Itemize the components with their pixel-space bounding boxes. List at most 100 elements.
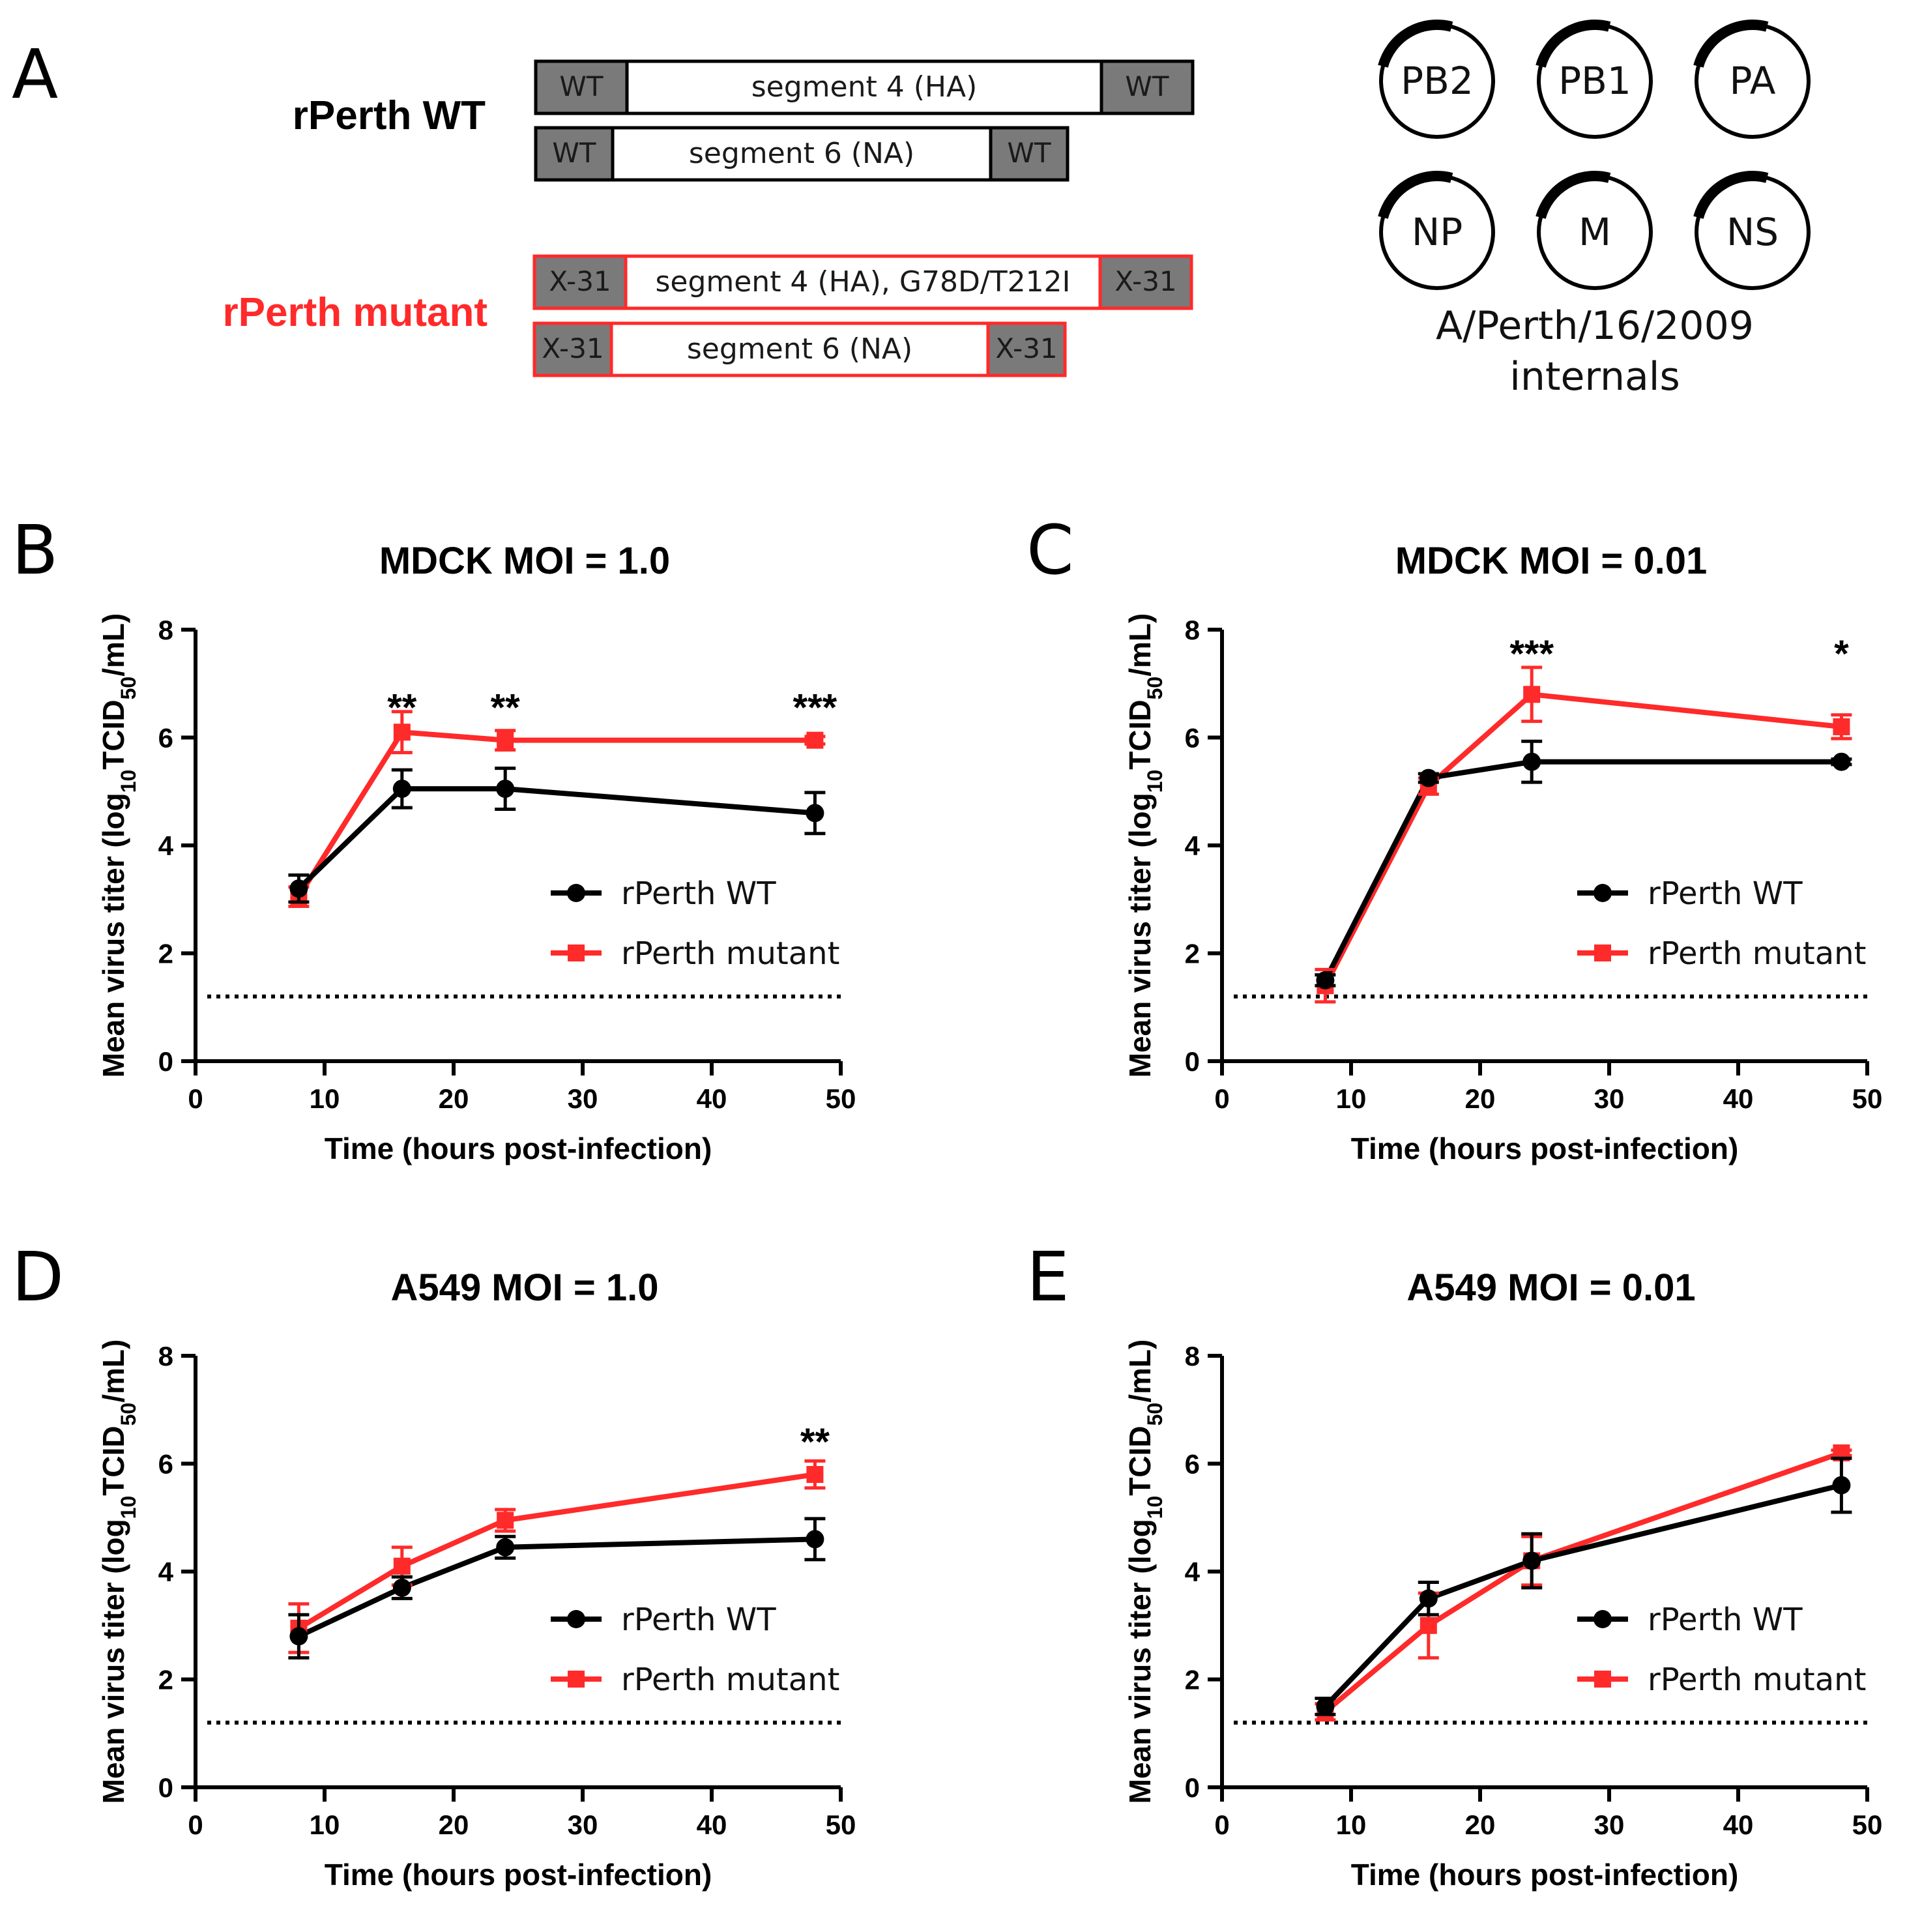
y-axis-label-part: TCID bbox=[96, 699, 130, 769]
internals-caption-line2: internals bbox=[1509, 354, 1680, 400]
chart-title: MDCK MOI = 0.01 bbox=[1395, 540, 1708, 582]
mutant-na-right-cap-label: X-31 bbox=[995, 332, 1057, 364]
data-point bbox=[289, 879, 308, 898]
y-axis-label-part: TCID bbox=[1123, 699, 1157, 769]
significance-label: ** bbox=[800, 1421, 830, 1463]
mutant-ha-body bbox=[624, 254, 1102, 310]
x-tick-label: 30 bbox=[1594, 1083, 1625, 1114]
data-point bbox=[392, 780, 411, 798]
panel-letter-c: C bbox=[1026, 510, 1074, 590]
panel-letter-a: A bbox=[12, 35, 58, 114]
segment-circle-label: M bbox=[1579, 210, 1611, 254]
legend-label: rPerth mutant bbox=[1648, 1661, 1866, 1698]
y-tick-label: 8 bbox=[1185, 1341, 1200, 1371]
segment-circle-pb1: PB1 bbox=[1536, 20, 1653, 139]
x-axis-label: Time (hours post-infection) bbox=[1351, 1132, 1739, 1165]
mutant-construct-title: rPerth mutant bbox=[223, 290, 488, 335]
segment-circle-arc bbox=[1378, 171, 1453, 220]
series-line-rperth-mutant bbox=[1323, 1450, 1842, 1714]
y-axis-label: Mean virus titer (log10TCID50/mL) bbox=[96, 613, 140, 1078]
data-point bbox=[806, 1530, 824, 1549]
data-point bbox=[1419, 1589, 1438, 1608]
x-tick-label: 0 bbox=[1214, 1083, 1229, 1114]
data-point bbox=[1419, 768, 1438, 787]
legend-marker bbox=[1594, 884, 1612, 902]
mutant-na-left-cap bbox=[532, 321, 613, 377]
y-tick-label: 4 bbox=[1185, 830, 1201, 861]
significance-label: ** bbox=[491, 687, 521, 729]
panel-a: A rPerth WT WT segment 4 (HA) WT WT segm… bbox=[12, 20, 1811, 400]
segment-circle-label: NP bbox=[1412, 210, 1463, 254]
y-axis-label-part: /mL) bbox=[96, 613, 130, 677]
legend-label: rPerth mutant bbox=[621, 1661, 839, 1698]
segment-circle-label: PB2 bbox=[1401, 59, 1474, 103]
x-axis-label: Time (hours post-infection) bbox=[325, 1858, 712, 1892]
y-tick-label: 8 bbox=[1185, 615, 1200, 645]
data-point bbox=[806, 804, 824, 823]
legend-label: rPerth WT bbox=[1648, 1602, 1803, 1638]
segment-circle-pb2: PB2 bbox=[1378, 20, 1495, 139]
panel-b-chart: B MDCK MOI = 1.0 0 10 20 30 40 50 0 2 4 6 8 Time (hou… bbox=[12, 510, 856, 1165]
x-tick-label: 30 bbox=[1594, 1809, 1625, 1840]
chart-title: A549 MOI = 1.0 bbox=[390, 1266, 658, 1309]
x-tick-label: 20 bbox=[439, 1809, 469, 1840]
data-point bbox=[496, 780, 515, 798]
x-tick-label: 10 bbox=[1336, 1083, 1367, 1114]
series-line-rperth-wt bbox=[1322, 759, 1842, 982]
mutant-na-segment: X-31 segment 6 (NA) X-31 bbox=[532, 321, 1067, 377]
x-tick-label: 30 bbox=[568, 1083, 598, 1114]
legend-entry: rPerth WT bbox=[551, 875, 776, 912]
x-tick-label: 0 bbox=[188, 1083, 203, 1114]
wt-na-body-label: segment 6 (NA) bbox=[689, 137, 914, 170]
legend-label: rPerth WT bbox=[621, 875, 776, 912]
mutant-ha-right-cap-label: X-31 bbox=[1114, 265, 1176, 297]
legend-entry: rPerth mutant bbox=[1577, 1661, 1866, 1698]
y-axis-label-subscript: 50 bbox=[1143, 1403, 1167, 1426]
data-point bbox=[289, 1627, 308, 1646]
legend-marker bbox=[567, 1610, 585, 1628]
y-tick-label: 2 bbox=[1185, 1665, 1200, 1695]
series-line-rperth-wt bbox=[297, 1536, 815, 1639]
y-tick-label: 0 bbox=[1185, 1772, 1200, 1803]
wt-na-segment: WT segment 6 (NA) WT bbox=[534, 126, 1070, 182]
legend-label: rPerth mutant bbox=[621, 935, 839, 972]
legend-marker bbox=[1594, 1671, 1611, 1688]
y-axis-label: Mean virus titer (log10TCID50/mL) bbox=[1123, 613, 1167, 1078]
panel-letter-d: D bbox=[12, 1237, 64, 1317]
wt-na-right-cap bbox=[989, 126, 1070, 182]
x-tick-label: 50 bbox=[826, 1083, 856, 1114]
wt-ha-right-cap bbox=[1099, 59, 1195, 115]
legend-entry: rPerth WT bbox=[551, 1602, 776, 1638]
y-tick-label: 6 bbox=[158, 1449, 173, 1480]
legend-marker bbox=[1594, 944, 1611, 961]
panel-c-chart: C MDCK MOI = 0.01 0 10 20 30 40 50 0 2 4 6 8 Time (ho… bbox=[1026, 510, 1882, 1165]
data-point bbox=[1523, 686, 1541, 703]
mutant-na-left-cap-label: X-31 bbox=[542, 332, 604, 364]
x-axis-label: Time (hours post-infection) bbox=[1351, 1858, 1739, 1892]
series-line-rperth-mutant bbox=[297, 1472, 815, 1631]
y-tick-label: 2 bbox=[1185, 939, 1200, 969]
segment-circle-arc bbox=[1536, 171, 1611, 220]
data-point bbox=[496, 1538, 515, 1557]
wt-na-body bbox=[611, 126, 993, 182]
legend-entry: rPerth WT bbox=[1577, 1602, 1803, 1638]
mutant-na-right-cap bbox=[986, 321, 1067, 377]
y-tick-label: 8 bbox=[158, 1341, 173, 1371]
y-axis-label: Mean virus titer (log10TCID50/mL) bbox=[1123, 1339, 1167, 1804]
mutant-ha-left-cap-label: X-31 bbox=[549, 265, 611, 297]
x-tick-label: 10 bbox=[310, 1809, 340, 1840]
wt-na-left-cap-label: WT bbox=[552, 137, 596, 169]
data-point bbox=[393, 1557, 411, 1575]
legend-marker bbox=[568, 1671, 585, 1688]
x-tick-label: 40 bbox=[1723, 1809, 1754, 1840]
internals-caption-line1: A/Perth/16/2009 bbox=[1436, 303, 1754, 349]
y-axis-label-part: /mL) bbox=[1123, 613, 1157, 677]
y-axis-label-part: Mean virus titer (log bbox=[96, 793, 130, 1077]
significance-label: ** bbox=[387, 687, 417, 729]
y-axis-label-subscript: 50 bbox=[1143, 677, 1167, 700]
segment-circle-label: PA bbox=[1730, 59, 1776, 103]
y-axis-label-part: /mL) bbox=[96, 1339, 130, 1403]
x-tick-label: 50 bbox=[1852, 1809, 1883, 1840]
wt-ha-body-label: segment 4 (HA) bbox=[751, 70, 977, 104]
wt-ha-segment: WT segment 4 (HA) WT bbox=[534, 59, 1195, 115]
